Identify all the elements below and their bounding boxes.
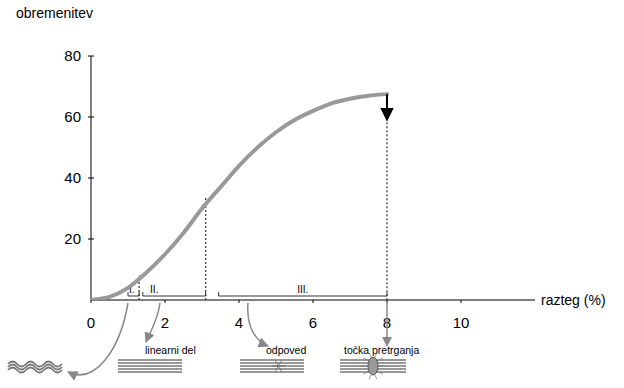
y-tick-label: 20 (64, 230, 81, 247)
failure-arrow (386, 94, 388, 120)
y-tick-label: 80 (64, 47, 81, 64)
rupture (368, 357, 378, 375)
failure-dotted-line (386, 122, 387, 300)
fiber (118, 371, 182, 373)
y-tick-label: 60 (64, 108, 81, 125)
annotation: odpoved (266, 344, 306, 356)
pointer-arrow (146, 303, 160, 342)
stress-strain-curve (91, 94, 387, 300)
pointer-arrow (68, 303, 128, 375)
rupture-spike (375, 375, 377, 380)
fiber (118, 365, 182, 367)
x-tick (461, 300, 462, 303)
region-label: II. (150, 284, 158, 295)
damage-spike (275, 366, 279, 372)
fiber-icon (118, 360, 182, 372)
damage-spike (271, 366, 278, 367)
fiber (240, 371, 304, 373)
damage-spike (278, 366, 282, 372)
rupture-spike (369, 375, 371, 380)
region-label: III. (297, 284, 308, 295)
divider-line (205, 196, 206, 300)
pointer-arrow (386, 302, 388, 346)
y-tick (88, 56, 94, 57)
x-tick (165, 300, 166, 303)
annotation: linearni del (145, 344, 196, 356)
y-tick-label: 40 (64, 169, 81, 186)
rupture-spike (378, 358, 383, 361)
x-tick-label: 0 (87, 314, 95, 331)
x-axis-label: razteg (%) (541, 292, 606, 308)
rupture-spike (363, 358, 368, 361)
x-tick (313, 300, 314, 303)
rupture-spike (361, 366, 367, 367)
x-tick-label: 4 (235, 314, 243, 331)
y-tick (88, 239, 94, 240)
x-tick (91, 300, 92, 303)
damage-spike (275, 360, 279, 366)
damage-spike (278, 360, 282, 366)
x-tick-label: 6 (309, 314, 317, 331)
fiber (118, 368, 182, 370)
fiber-icon (240, 360, 304, 372)
fiber (118, 359, 182, 361)
y-tick (88, 117, 94, 118)
y-tick (88, 178, 94, 179)
fiber-icon (340, 353, 406, 380)
fiber (240, 362, 304, 364)
rupture-spike (363, 371, 368, 374)
rupture-spike (379, 366, 385, 367)
pointer-arrow (248, 303, 268, 346)
crimped-fiber-icon (8, 362, 62, 373)
y-axis-label: obremenitev (16, 5, 93, 21)
crimped-fiber (8, 368, 62, 373)
fiber (240, 359, 304, 361)
fiber (240, 365, 304, 367)
x-tick-label: 2 (161, 314, 169, 331)
damage-spike (278, 366, 285, 367)
rupture-spike (378, 371, 383, 374)
x-tick (239, 300, 240, 303)
x-tick-label: 10 (453, 314, 470, 331)
annotation: točka pretrganja (344, 344, 419, 356)
chart: obremenitevrazteg (%)204060800246810I.II… (0, 0, 624, 388)
fiber (240, 368, 304, 370)
plot-area (91, 94, 387, 300)
fiber (118, 362, 182, 364)
